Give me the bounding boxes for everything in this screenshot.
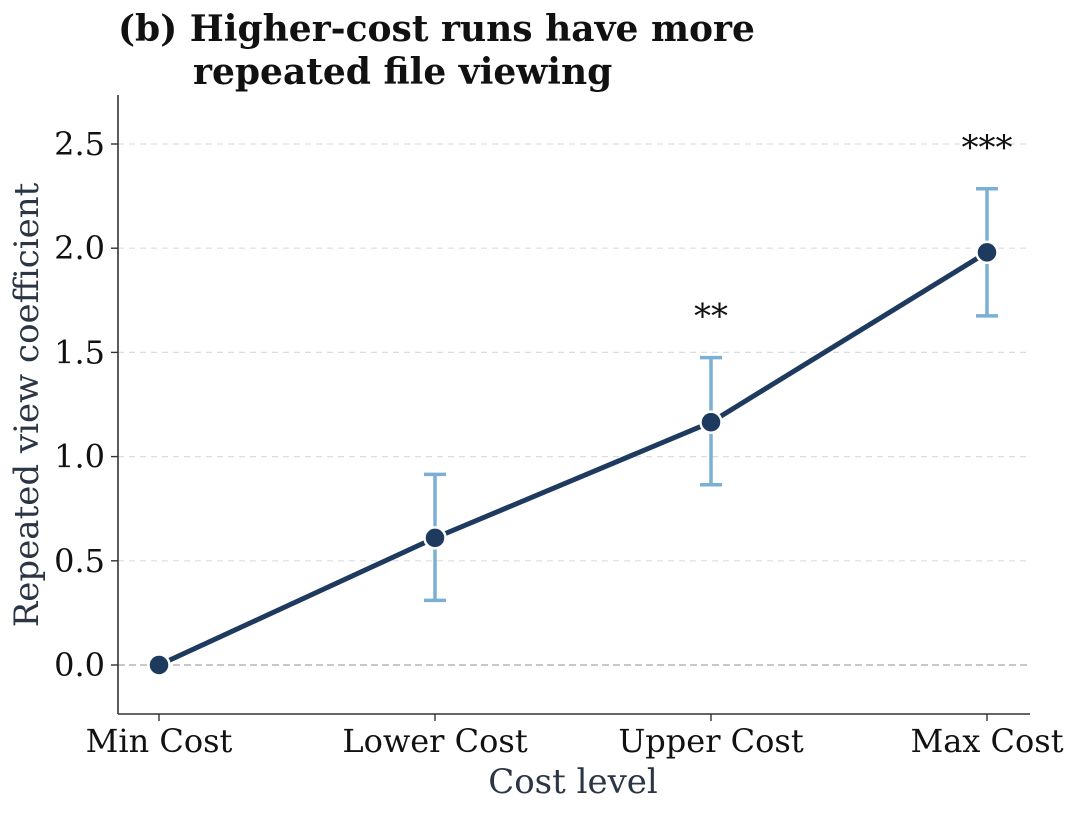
- y-tick-label: 0.0: [54, 646, 105, 684]
- x-tick-label: Max Cost: [910, 722, 1063, 760]
- y-tick-label: 2.5: [54, 125, 105, 163]
- series-line: [156, 249, 990, 668]
- x-axis-label: Cost level: [488, 762, 658, 802]
- data-point: [699, 410, 723, 434]
- x-tick-label: Lower Cost: [342, 722, 527, 760]
- y-tick-label: 1.0: [54, 438, 105, 476]
- chart-title: (b) Higher-cost runs have more repeated …: [118, 8, 755, 93]
- significance-label: **: [694, 297, 728, 337]
- data-point: [975, 240, 999, 265]
- data-point: [147, 653, 171, 677]
- chart-title-line-1: (b) Higher-cost runs have more: [118, 8, 755, 50]
- x-tick-label: Upper Cost: [618, 722, 804, 760]
- axes-layer: [117, 95, 1030, 715]
- y-axis-label: Repeated view coefficient: [7, 182, 47, 627]
- y-tick-label: 1.5: [54, 333, 105, 371]
- chart-title-line-2: repeated file viewing: [193, 51, 612, 93]
- significance-label: ***: [962, 128, 1013, 168]
- ticks-layer: 0.0 0.5 1.0 1.5 2.0 2.5 Min Cost Lower Cost Uppe…: [54, 125, 1064, 760]
- data-layer: *****: [147, 128, 1013, 677]
- y-tick-label: 2.0: [54, 229, 105, 267]
- data-point: [423, 526, 447, 550]
- x-tick-label: Min Cost: [86, 722, 233, 760]
- grid-layer: [118, 143, 1030, 666]
- y-tick-label: 0.5: [54, 542, 105, 580]
